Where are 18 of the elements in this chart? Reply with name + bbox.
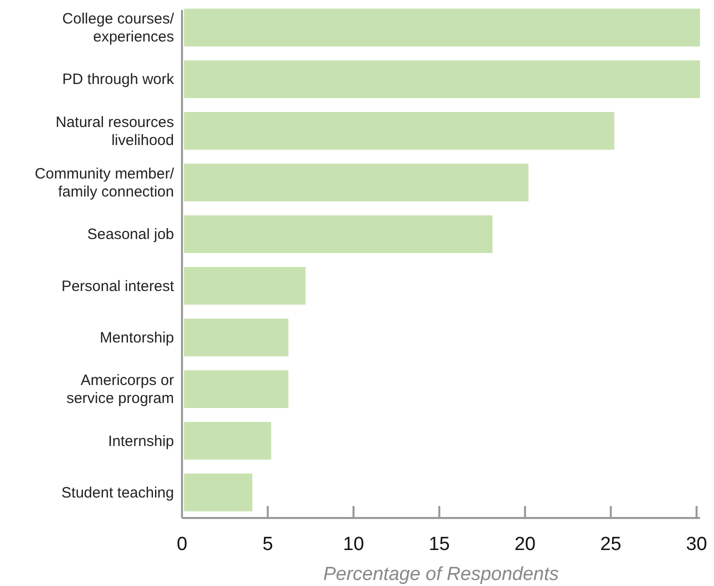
- y-tick-label: Americorps or service program: [66, 372, 174, 407]
- y-tick-label: Natural resources livelihood: [56, 113, 174, 148]
- y-tick-label: PD through work: [62, 70, 174, 88]
- x-tick-label: 5: [262, 534, 274, 555]
- y-tick-label: Community member/ family connection: [34, 165, 175, 200]
- y-tick-label: Internship: [108, 432, 174, 450]
- x-tick-label: 20: [514, 534, 536, 555]
- x-tick-label: 30: [686, 534, 708, 555]
- x-tick-label: 0: [176, 534, 188, 555]
- y-tick-label: Mentorship: [100, 328, 174, 346]
- y-tick-label: Seasonal job: [87, 226, 174, 243]
- y-tick-label: College courses/ experiences: [62, 10, 175, 46]
- y-tick-label: Personal interest: [61, 277, 175, 294]
- x-axis-title: Percentage of Respondents: [323, 564, 560, 585]
- x-tick-label: 10: [342, 534, 364, 555]
- y-tick-label: Student teaching: [61, 484, 174, 501]
- x-tick-label: 15: [428, 534, 450, 555]
- x-tick-label: 25: [600, 534, 622, 555]
